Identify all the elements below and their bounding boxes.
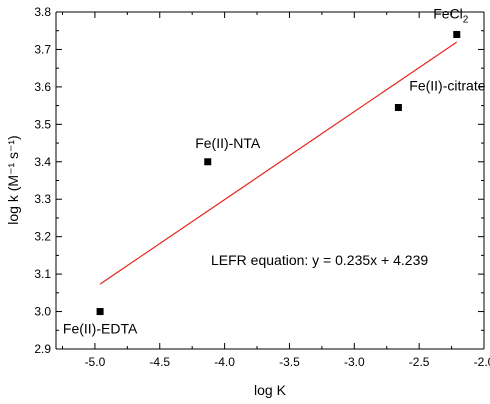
data-point-fe-ii-edta [96,308,104,316]
equation-label: LEFR equation: y = 0.235x + 4.239 [211,252,428,268]
y-tick-label: 3.1 [34,267,51,281]
axis-ticks [56,11,485,350]
y-tick-label: 3.0 [34,305,51,319]
point-labels: Fe(II)-EDTA Fe(II)-NTA Fe(II)-citrate FeCl2 [63,5,486,336]
y-tick-label: 3.6 [34,80,51,94]
point-label-fe-ii-nta: Fe(II)-NTA [195,135,261,151]
x-tick-label: -4.0 [214,355,235,369]
y-tick-label: 3.5 [34,117,51,131]
x-tick-label: -4.5 [149,355,170,369]
x-tick-label: -2.0 [474,355,490,369]
point-label-fe-ii-citrate: Fe(II)-citrate [409,77,485,93]
y-tick-label: 3.7 [34,42,51,56]
x-axis-label: log K [254,382,287,398]
x-tick-label: -3.0 [344,355,365,369]
point-label-fe-ii-edta: Fe(II)-EDTA [63,321,138,337]
y-tick-label: 3.2 [34,230,51,244]
y-tick-label: 3.8 [34,5,51,19]
point-label-fecl2: FeCl2 [433,5,469,25]
x-tick-label: -5.0 [85,355,106,369]
fit-line-layer [99,41,458,285]
tick-labels: -5.0 -4.5 -4.0 -3.5 -3.0 -2.5 -2.0 2.9 3.0 3.1 3.2… [34,5,490,369]
x-tick-label: -3.5 [279,355,300,369]
data-point-fecl2 [453,30,461,38]
data-points [96,30,461,316]
data-point-fe-ii-nta [204,158,212,166]
fit-line [99,41,458,285]
x-tick-label: -2.5 [409,355,430,369]
y-axis-label: log k (M⁻¹ s⁻¹) [5,135,21,224]
y-tick-label: 3.4 [34,155,51,169]
y-tick-label: 2.9 [34,342,51,356]
y-tick-label: 3.3 [34,192,51,206]
data-point-fe-ii-citrate [394,103,402,111]
